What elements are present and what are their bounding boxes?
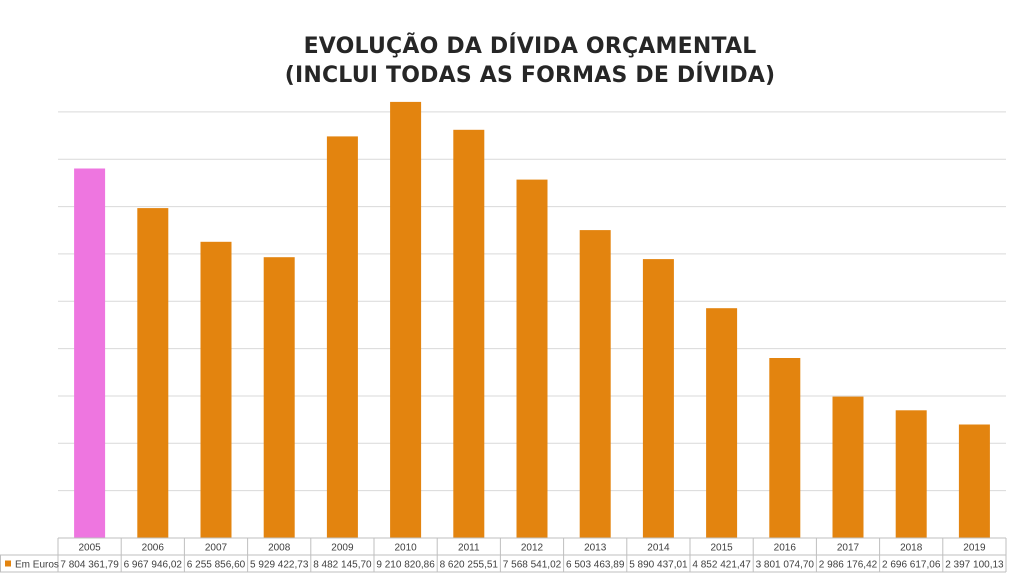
bar-2014 <box>642 259 674 538</box>
bar-2006 <box>137 208 169 538</box>
bar-2005 <box>74 168 106 538</box>
data-value-label: 3 801 074,70 <box>756 560 815 571</box>
bar-2013 <box>579 230 611 538</box>
data-value-label: 7 804 361,79 <box>60 560 119 571</box>
x-tick-label: 2016 <box>774 543 797 554</box>
data-value-label: 6 255 856,60 <box>187 560 246 571</box>
x-tick-label: 2007 <box>205 543 228 554</box>
x-tick-label: 2010 <box>394 543 417 554</box>
data-value-label: 2 986 176,42 <box>819 560 878 571</box>
bars <box>74 101 990 539</box>
data-value-label: 6 503 463,89 <box>566 560 625 571</box>
x-tick-label: 2008 <box>268 543 291 554</box>
x-tick-label: 2006 <box>142 543 165 554</box>
data-value-label: 8 482 145,70 <box>313 560 372 571</box>
x-tick-label: 2009 <box>331 543 354 554</box>
x-tick-label: 2011 <box>458 543 480 554</box>
x-tick-label: 2014 <box>647 543 670 554</box>
data-table: 2005 2006 2007 2008 2009 2010 2011 2012 2013 2014… <box>0 537 1007 573</box>
bar-2019 <box>958 424 990 538</box>
legend-swatch <box>5 560 11 567</box>
data-value-label: 7 568 541,02 <box>503 560 562 571</box>
bar-2012 <box>516 179 548 538</box>
x-tick-label: 2005 <box>78 543 101 554</box>
bar-2016 <box>769 358 801 538</box>
bar-2018 <box>895 410 927 538</box>
x-tick-label: 2012 <box>521 543 544 554</box>
data-value-label: 8 620 255,51 <box>440 560 499 571</box>
data-value-label: 6 967 946,02 <box>124 560 183 571</box>
chart-title-line-1: EVOLUÇÃO DA DÍVIDA ORÇAMENTAL <box>303 34 757 59</box>
x-tick-label: 2013 <box>584 543 607 554</box>
bar-2017 <box>832 396 864 538</box>
data-value-label: 5 890 437,01 <box>629 560 688 571</box>
bar-2015 <box>706 308 738 538</box>
x-tick-label: 2019 <box>963 543 986 554</box>
x-tick-label: 2015 <box>710 543 733 554</box>
chart-title-line-2: (INCLUI TODAS AS FORMAS DE DÍVIDA) <box>284 63 776 88</box>
data-value-label: 9 210 820,86 <box>376 560 435 571</box>
x-tick-label: 2017 <box>837 543 860 554</box>
bar-2008 <box>263 257 295 538</box>
x-tick-label: 2018 <box>900 543 923 554</box>
bar-2011 <box>453 129 485 539</box>
bar-2009 <box>326 136 358 538</box>
chart-title: EVOLUÇÃO DA DÍVIDA ORÇAMENTAL (INCLUI TO… <box>0 32 1030 90</box>
data-value-label: 5 929 422,73 <box>250 560 309 571</box>
data-value-label: 2 397 100,13 <box>945 560 1004 571</box>
data-value-label: 2 696 617,06 <box>882 560 941 571</box>
legend-label: Em Euros <box>15 560 59 571</box>
bar-2010 <box>390 101 422 539</box>
bar-2007 <box>200 241 232 539</box>
data-value-label: 4 852 421,47 <box>692 560 751 571</box>
